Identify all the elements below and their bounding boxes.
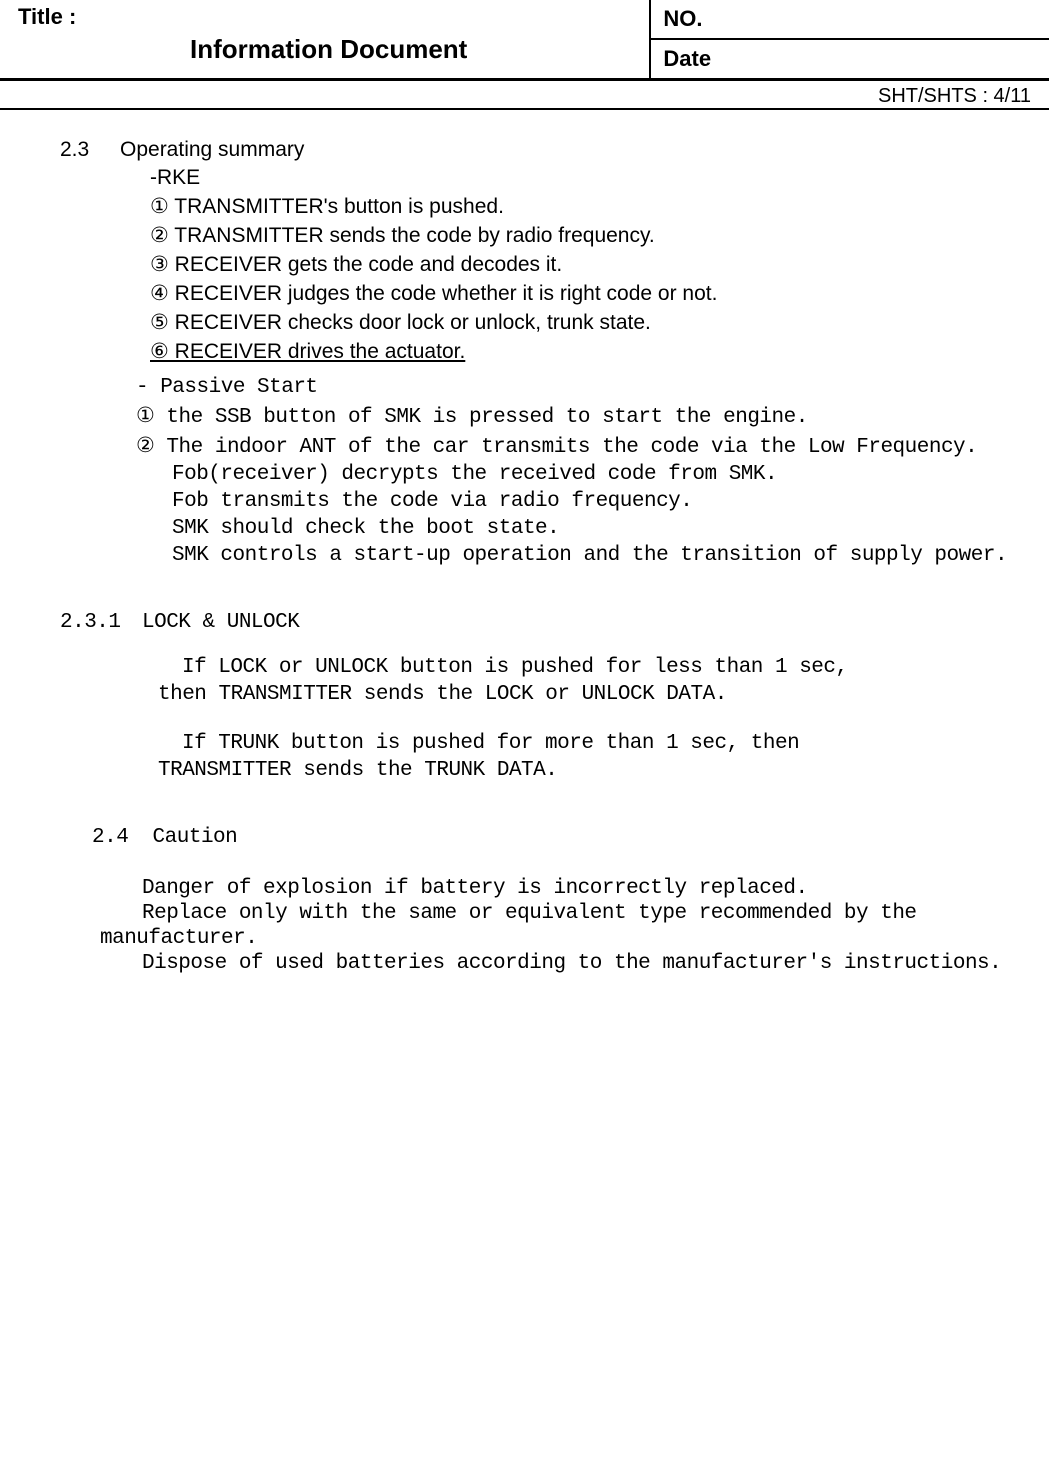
passive-heading: - Passive Start — [30, 376, 1049, 399]
passive-item: ② The indoor ANT of the car transmits th… — [30, 433, 1049, 459]
sht-row: SHT/SHTS : 4/11 — [0, 81, 1049, 110]
rke-item: ③ RECEIVER gets the code and decodes it. — [30, 252, 1049, 277]
doc-title: Information Document — [18, 30, 639, 65]
passive-item: SMK controls a start-up operation and th… — [30, 544, 1049, 567]
rke-item: ② TRANSMITTER sends the code by radio fr… — [30, 223, 1049, 248]
passive-item: ① the SSB button of SMK is pressed to st… — [30, 403, 1049, 429]
rke-item: ⑥ RECEIVER drives the actuator. — [30, 339, 1049, 364]
sec-num: 2.3 — [30, 138, 120, 162]
no-cell: NO. — [650, 0, 1049, 39]
sub-sec-title: LOCK & UNLOCK — [142, 611, 299, 634]
lock-para-line: If LOCK or UNLOCK button is pushed for l… — [30, 656, 1049, 679]
header-table: Title : Information Document NO. Date — [0, 0, 1049, 81]
rke-item: ④ RECEIVER judges the code whether it is… — [30, 281, 1049, 306]
date-cell: Date — [650, 39, 1049, 80]
caution-item: Replace only with the same or equivalent… — [30, 902, 1049, 925]
passive-item: Fob(receiver) decrypts the received code… — [30, 463, 1049, 486]
rke-item: ① TRANSMITTER's button is pushed. — [30, 194, 1049, 219]
rke-heading: -RKE — [30, 166, 1049, 190]
caution-item: Danger of explosion if battery is incorr… — [30, 877, 1049, 900]
caution-item: manufacturer. — [30, 927, 1049, 950]
cau-num: 2.4 — [92, 826, 128, 849]
sec-title: Operating summary — [120, 138, 304, 162]
sub-sec-num: 2.3.1 — [30, 611, 142, 634]
section-2-3: 2.3 Operating summary — [30, 138, 1049, 162]
passive-item: SMK should check the boot state. — [30, 517, 1049, 540]
title-label: Title : — [18, 4, 639, 30]
trunk-para-line: TRANSMITTER sends the TRUNK DATA. — [30, 759, 1049, 782]
content: 2.3 Operating summary -RKE ① TRANSMITTER… — [0, 138, 1049, 975]
cau-title: Caution — [153, 826, 238, 849]
trunk-para-line: If TRUNK button is pushed for more than … — [30, 732, 1049, 755]
caution-item: Dispose of used batteries according to t… — [30, 952, 1049, 975]
title-cell: Title : Information Document — [0, 0, 650, 80]
section-2-3-1: 2.3.1 LOCK & UNLOCK — [30, 611, 1049, 634]
passive-item: Fob transmits the code via radio frequen… — [30, 490, 1049, 513]
lock-para-line: then TRANSMITTER sends the LOCK or UNLOC… — [30, 683, 1049, 706]
rke-item: ⑤ RECEIVER checks door lock or unlock, t… — [30, 310, 1049, 335]
section-2-4: 2.4 Caution — [30, 826, 1049, 849]
